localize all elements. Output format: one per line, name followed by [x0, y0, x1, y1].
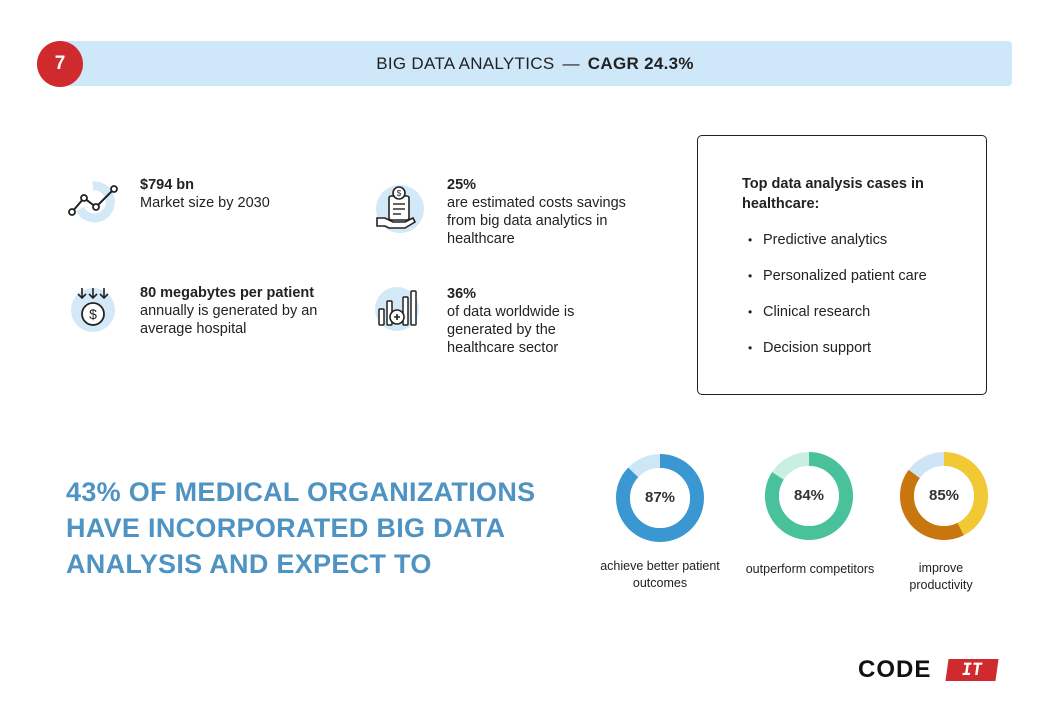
header-bar: BIG DATA ANALYTICS — CAGR 24.3%: [58, 41, 1012, 86]
stat-cost-savings-desc: are estimated costs savings from big dat…: [447, 195, 626, 247]
header-title: BIG DATA ANALYTICS — CAGR 24.3%: [58, 41, 1012, 86]
stat-healthcare-share: 36% of data worldwide is generated by th…: [375, 285, 655, 365]
donut-chart: [765, 452, 853, 540]
logo-badge: IT: [945, 659, 999, 681]
stat-cost-savings: $ 25% are estimated costs savings from b…: [375, 176, 655, 256]
donut-chart: [900, 452, 988, 540]
stat-market-size-desc: Market size by 2030: [140, 195, 270, 211]
headline: 43% OF MEDICAL ORGANIZATIONS HAVE INCORP…: [66, 477, 536, 579]
top-cases-box: Top data analysis cases in healthcare: P…: [697, 135, 987, 395]
donut-patient-outcomes: 87%: [614, 452, 706, 544]
header-title-text: BIG DATA ANALYTICS: [376, 54, 555, 73]
donut-value-label: 84%: [793, 487, 825, 504]
stat-data-per-patient-desc: annually is generated by an average hosp…: [140, 303, 318, 337]
donut-productivity: 85%: [898, 450, 990, 542]
donut-value-label: 87%: [644, 489, 676, 506]
donut-caption: achieve better patient outcomes: [600, 559, 720, 590]
donut-chart: [616, 454, 704, 542]
stat-data-per-patient-text: 80 megabytes per patient annually is gen…: [140, 284, 330, 338]
line-chart-icon: [68, 176, 118, 226]
cost-savings-icon: $: [375, 184, 425, 234]
bar-chart-icon: [375, 285, 425, 335]
stat-market-size-text: $794 bn Market size by 2030: [140, 176, 270, 212]
donut-value-label: 85%: [928, 487, 960, 504]
list-item: Personalized patient care: [748, 266, 927, 302]
page-number-badge: 7: [37, 41, 83, 87]
logo-word: CODE: [858, 656, 932, 683]
donut-arc-secondary: [900, 452, 988, 540]
svg-text:$: $: [89, 306, 97, 322]
header-cagr: CAGR 24.3%: [587, 54, 694, 73]
donut-caption: outperform competitors: [745, 562, 875, 576]
stat-healthcare-share-desc: of data worldwide is generated by the he…: [447, 304, 575, 356]
donut-caption: improve productivity: [909, 561, 973, 592]
header-separator: —: [562, 54, 580, 73]
top-cases-list: Predictive analytics Personalized patien…: [748, 230, 927, 374]
stat-cost-savings-text: 25% are estimated costs savings from big…: [447, 176, 632, 248]
dollar-download-icon: $: [68, 284, 118, 334]
donut-arc: [765, 452, 853, 540]
stat-market-size: $794 bn Market size by 2030: [68, 176, 338, 236]
svg-text:$: $: [397, 189, 402, 198]
donut-arc: [900, 452, 988, 540]
top-cases-title: Top data analysis cases in healthcare:: [742, 176, 924, 212]
donut-arc: [616, 454, 704, 542]
stat-cost-savings-value: 25%: [447, 177, 477, 193]
list-item: Clinical research: [748, 302, 927, 338]
stat-healthcare-share-text: 36% of data worldwide is generated by th…: [447, 285, 622, 357]
list-item: Decision support: [748, 338, 927, 374]
stat-data-per-patient-value: 80 megabytes per patient: [140, 285, 315, 301]
stat-market-size-value: $794 bn: [140, 177, 194, 193]
stat-healthcare-share-value: 36%: [447, 286, 477, 302]
donut-competitors: 84%: [763, 450, 855, 542]
list-item: Predictive analytics: [748, 230, 927, 266]
stat-data-per-patient: $ 80 megabytes per patient annually is g…: [68, 284, 338, 364]
